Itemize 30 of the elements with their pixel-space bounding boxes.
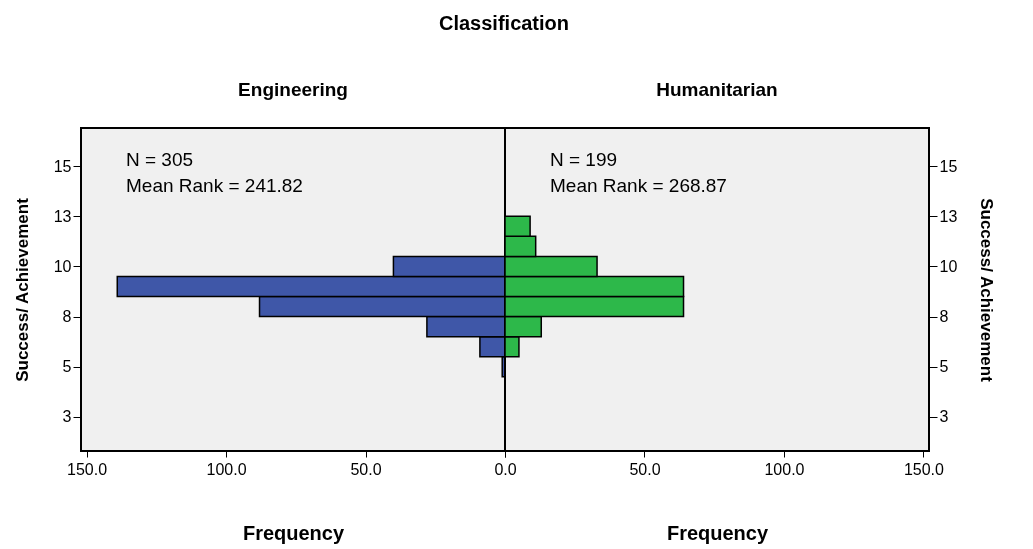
x-tick-label: 100.0 — [764, 460, 805, 478]
y-tick-label: 8 — [62, 308, 72, 326]
y-tick-label: 5 — [62, 358, 72, 376]
y-tick-label: 10 — [939, 257, 958, 275]
x-tick-label: 50.0 — [350, 460, 382, 478]
y-tick-label: 15 — [53, 157, 72, 175]
y-tick-label: 13 — [939, 207, 958, 225]
chart-subtitle: Engineering — [238, 79, 348, 100]
y-tick-label: 3 — [62, 408, 72, 426]
x-axis-title: Frequency — [242, 521, 345, 544]
y-tick-label: 10 — [53, 257, 72, 275]
annotation: N = 199 — [550, 149, 618, 170]
annotation: Mean Rank = 241.82 — [126, 175, 303, 196]
x-tick-label: 100.0 — [206, 460, 247, 478]
x-tick-label: 0.0 — [494, 460, 517, 478]
x-axis-title: Frequency — [666, 521, 769, 544]
annotation: Mean Rank = 268.87 — [550, 175, 727, 196]
y-axis-title: Success/ Achievement — [12, 197, 32, 382]
y-tick-label: 13 — [53, 207, 72, 225]
x-tick-label: 150.0 — [67, 460, 108, 478]
x-tick-label: 150.0 — [903, 460, 945, 478]
chart-title: Classification — [438, 12, 570, 34]
y-axis-title: Success/ Achievement — [977, 198, 997, 383]
y-tick-label: 5 — [939, 358, 949, 376]
y-tick-label: 3 — [939, 408, 949, 426]
x-tick-label: 50.0 — [629, 460, 661, 478]
y-tick-label: 8 — [939, 308, 949, 326]
y-tick-label: 15 — [939, 157, 958, 175]
chart-subtitle: Humanitarian — [656, 79, 778, 100]
annotation: N = 305 — [126, 149, 194, 170]
